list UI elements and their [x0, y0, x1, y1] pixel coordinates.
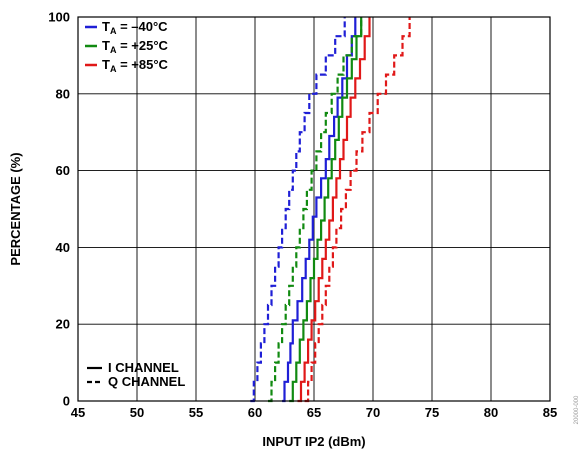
series-layer [250, 17, 411, 403]
series-line [289, 17, 363, 403]
legend: TA = –40°C TA = +25°C TA = +85°C I CHANNELQ… [85, 19, 185, 389]
grid [77, 16, 551, 402]
figure-id: 20000-000 [574, 395, 580, 424]
y-tick-label: 100 [48, 10, 70, 25]
y-tick-label: 20 [56, 317, 70, 332]
x-tick-label: 75 [425, 405, 439, 420]
y-tick-label: 40 [56, 240, 70, 255]
series-line [268, 17, 363, 403]
x-tick-label: 45 [71, 405, 85, 420]
legend-label: TA = –40°C [102, 19, 168, 36]
x-tick-label: 60 [248, 405, 262, 420]
y-axis-label: PERCENTAGE (%) [8, 152, 23, 265]
series-line [304, 17, 411, 403]
series-line [282, 17, 357, 403]
plot-frame [77, 16, 551, 402]
x-axis-label: INPUT IP2 (dBm) [262, 434, 365, 449]
series-line [250, 17, 346, 403]
legend-style-label: I CHANNEL [108, 360, 179, 375]
series-line [297, 17, 371, 403]
x-tick-label: 50 [130, 405, 144, 420]
x-tick-label: 65 [307, 405, 321, 420]
x-tick-label: 55 [189, 405, 203, 420]
x-tick-label: 80 [484, 405, 498, 420]
legend-label: TA = +85°C [102, 57, 169, 74]
x-tick-label: 70 [366, 405, 380, 420]
y-tick-label: 60 [56, 163, 70, 178]
tick-labels: 45 50 55 60 65 70 75 80 85 0 20 40 60 80 100 [48, 10, 557, 421]
y-tick-label: 0 [63, 394, 70, 409]
legend-style-label: Q CHANNEL [108, 374, 185, 389]
x-tick-label: 85 [543, 405, 557, 420]
y-tick-label: 80 [56, 86, 70, 101]
legend-label: TA = +25°C [102, 38, 169, 55]
